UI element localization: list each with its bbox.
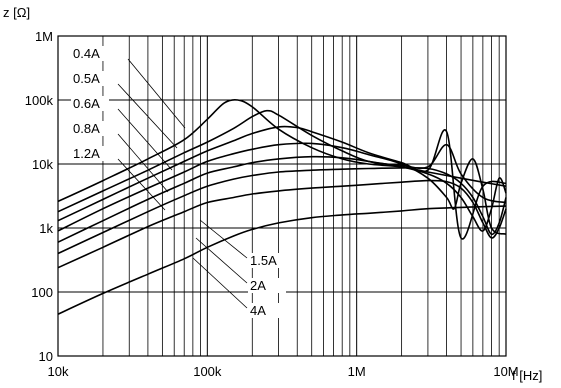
x-axis-label: f [Hz] [512, 368, 542, 383]
curve-label: 1.5A [250, 253, 277, 268]
curve-label-bg [71, 146, 109, 161]
curve-label: 4A [250, 303, 266, 318]
curves [57, 98, 507, 315]
curve-labels: 0.4A 0.5A 0.6A 0.8A 1.2A 1.5A 2A 4A [71, 46, 286, 318]
x-tick-label: 10M [493, 364, 518, 379]
curve-label-leader [117, 158, 166, 211]
label-leaders [117, 58, 248, 309]
x-tick-label: 100k [193, 364, 222, 379]
curve-label-bg [248, 303, 286, 318]
tick-labels: 10k 100k 1M 10M 10 100 1k 10k 100k 1M [25, 29, 519, 379]
y-tick-label: 1M [35, 29, 53, 44]
curve-label: 0.4A [73, 46, 100, 61]
series-line [57, 109, 507, 213]
curve-label-bg [71, 121, 109, 136]
curve-label: 0.5A [73, 71, 100, 86]
curve-label: 0.6A [73, 96, 100, 111]
plot-frame [57, 35, 507, 357]
curve-label: 1.2A [73, 146, 100, 161]
curve-label-leader [117, 83, 178, 149]
series-line [57, 125, 507, 240]
x-tick-label: 1M [348, 364, 366, 379]
y-tick-label: 10 [39, 349, 53, 364]
series-line [57, 167, 507, 255]
curve-label-leader [192, 257, 248, 309]
y-tick-label: 100k [25, 93, 54, 108]
curve-label-bg [71, 71, 109, 86]
curve-label-bg [71, 46, 109, 61]
y-tick-label: 100 [31, 285, 53, 300]
curve-label-leader [117, 133, 169, 193]
x-tick-label: 10k [48, 364, 69, 379]
grid [57, 35, 507, 357]
curve-label: 2A [250, 278, 266, 293]
y-tick-label: 10k [32, 157, 53, 172]
curve-label-leader [199, 219, 248, 259]
curve-label-leader [127, 58, 186, 129]
curve-label-leader [117, 108, 173, 171]
y-tick-label: 1k [39, 221, 53, 236]
series-line [57, 205, 507, 315]
series-line [57, 142, 507, 235]
curve-label-leader [195, 237, 248, 284]
curve-label-bg [71, 96, 109, 111]
curve-label: 0.8A [73, 121, 100, 136]
y-axis-label: z [Ω] [3, 5, 30, 20]
series-line [57, 98, 507, 203]
series-line [57, 179, 507, 269]
curve-label-bg [248, 253, 286, 268]
curve-label-bg [248, 278, 286, 293]
series-line [57, 155, 507, 243]
